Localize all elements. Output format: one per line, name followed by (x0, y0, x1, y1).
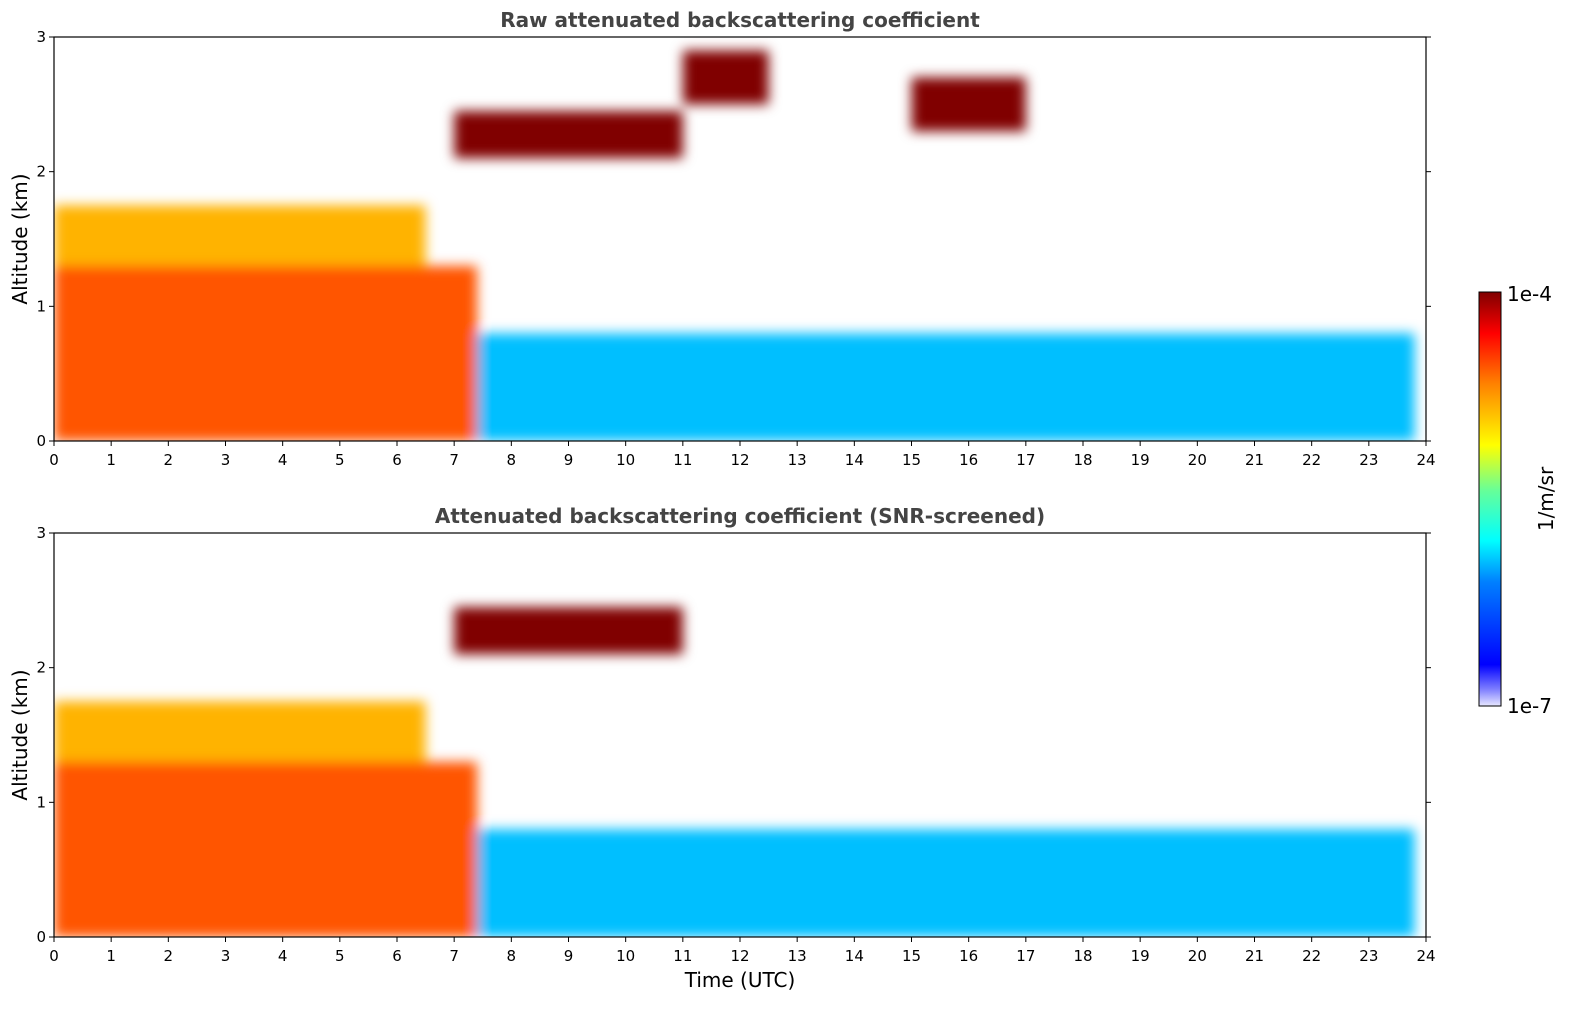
x-tick-label: 3 (221, 947, 231, 965)
x-tick-label: 6 (392, 451, 402, 469)
x-tick-label: 15 (902, 947, 921, 965)
panel-raw-heatmap (54, 50, 1415, 441)
heatmap-cell (54, 701, 426, 762)
x-tick-label: 4 (278, 947, 288, 965)
x-tick-label: 7 (449, 451, 459, 469)
panel-raw-ylabel: Altitude (km) (8, 173, 32, 304)
y-tick-label: 0 (36, 928, 46, 946)
x-tick-label: 19 (1131, 451, 1150, 469)
panel-raw-title: Raw attenuated backscattering coefficien… (500, 8, 980, 32)
y-tick-label: 3 (36, 524, 46, 542)
x-tick-label: 10 (616, 451, 635, 469)
x-tick-label: 3 (221, 451, 231, 469)
x-tick-label: 7 (449, 947, 459, 965)
x-tick-label: 23 (1359, 451, 1378, 469)
x-tick-label: 8 (507, 947, 517, 965)
x-tick-label: 24 (1416, 451, 1435, 469)
x-tick-label: 22 (1302, 947, 1321, 965)
x-tick-label: 11 (673, 947, 692, 965)
panel-screened-heatmap (54, 607, 1415, 937)
x-tick-label: 1 (106, 451, 116, 469)
x-tick-label: 18 (1073, 451, 1092, 469)
panel-raw-x-axis: 0 1 2 3 4 5 6 7 8 9 10 11 12 13 14 15 16 17 18 19 20 21 22 23 24 (49, 441, 1436, 469)
x-tick-label: 17 (1016, 451, 1035, 469)
heatmap-cell (454, 111, 683, 159)
colorbar-unit-label: 1/m/sr (1534, 466, 1558, 531)
panel-raw: Raw attenuated backscattering coefficien… (8, 8, 1436, 469)
x-tick-label: 16 (959, 947, 978, 965)
x-tick-label: 6 (392, 947, 402, 965)
x-tick-label: 18 (1073, 947, 1092, 965)
x-tick-label: 10 (616, 947, 635, 965)
x-tick-label: 20 (1188, 451, 1207, 469)
colorbar-gradient (1478, 291, 1502, 707)
x-tick-label: 9 (564, 947, 574, 965)
panel-raw-y-axis: 0 1 2 3 (36, 28, 1431, 450)
x-tick-label: 11 (673, 451, 692, 469)
heatmap-cell (682, 50, 769, 105)
y-tick-label: 2 (36, 163, 46, 181)
heatmap-cell (54, 265, 478, 441)
x-tick-label: 17 (1016, 947, 1035, 965)
x-tick-label: 8 (507, 451, 517, 469)
panel-screened-ylabel: Altitude (km) (8, 669, 32, 800)
panel-screened-title: Attenuated backscattering coefficient (S… (435, 504, 1045, 528)
colorbar-min-label: 1e-7 (1507, 694, 1552, 718)
x-tick-label: 20 (1188, 947, 1207, 965)
x-tick-label: 1 (106, 947, 116, 965)
heatmap-layer (54, 50, 1415, 441)
y-tick-label: 0 (36, 432, 46, 450)
x-tick-label: 13 (788, 947, 807, 965)
heatmap-cell (477, 333, 1415, 441)
x-tick-label: 21 (1245, 947, 1264, 965)
heatmap-cell (911, 77, 1026, 132)
x-tick-label: 4 (278, 451, 288, 469)
x-tick-label: 23 (1359, 947, 1378, 965)
x-tick-label: 24 (1416, 947, 1435, 965)
x-tick-label: 2 (164, 947, 174, 965)
x-tick-label: 12 (730, 451, 749, 469)
x-tick-label: 5 (335, 451, 345, 469)
y-tick-label: 1 (36, 297, 46, 315)
x-tick-label: 22 (1302, 451, 1321, 469)
x-tick-label: 5 (335, 947, 345, 965)
panel-screened-xlabel: Time (UTC) (684, 968, 796, 992)
colorbar: 1e-4 1e-7 1/m/sr (1478, 282, 1558, 718)
x-tick-label: 2 (164, 451, 174, 469)
heatmap-cell (454, 607, 683, 655)
x-tick-label: 21 (1245, 451, 1264, 469)
y-tick-label: 3 (36, 28, 46, 46)
heatmap-layer (54, 607, 1415, 937)
panel-screened-y-axis: 0 1 2 3 (36, 524, 1431, 946)
y-tick-label: 2 (36, 659, 46, 677)
x-tick-label: 13 (788, 451, 807, 469)
x-tick-label: 14 (845, 451, 864, 469)
x-tick-label: 0 (49, 947, 59, 965)
x-tick-label: 16 (959, 451, 978, 469)
panel-screened-x-axis: 0 1 2 3 4 5 6 7 8 9 10 11 12 13 14 15 16 17 18 19 20 21 22 23 24 (49, 937, 1436, 965)
x-tick-label: 15 (902, 451, 921, 469)
x-tick-label: 14 (845, 947, 864, 965)
x-tick-label: 0 (49, 451, 59, 469)
panel-screened: Attenuated backscattering coefficient (S… (8, 504, 1436, 992)
colorbar-max-label: 1e-4 (1507, 282, 1552, 306)
x-tick-label: 9 (564, 451, 574, 469)
heatmap-cell (477, 829, 1415, 937)
heatmap-cell (54, 205, 426, 266)
x-tick-label: 19 (1131, 947, 1150, 965)
heatmap-cell (54, 761, 478, 937)
x-tick-label: 12 (730, 947, 749, 965)
y-tick-label: 1 (36, 793, 46, 811)
